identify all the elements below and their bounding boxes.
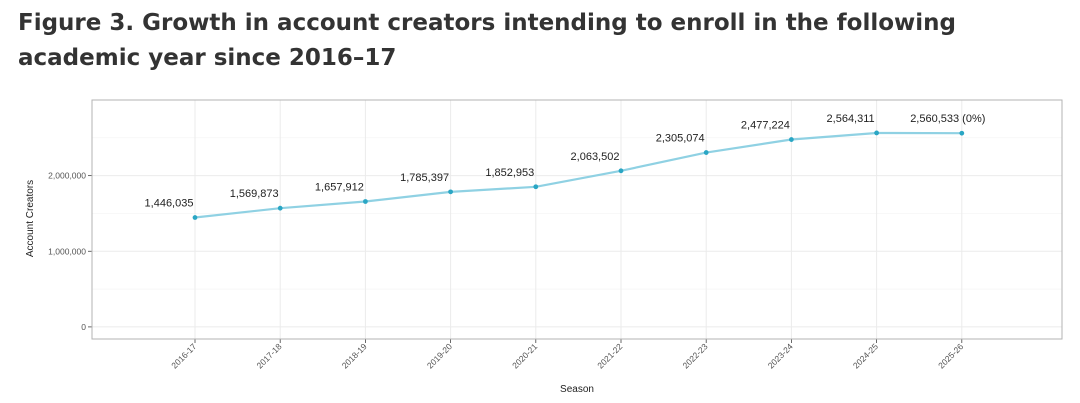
data-point [448,189,453,195]
data-label: 2,560,533 (0%) [910,113,985,125]
y-tick-label: 2,000,000 [48,171,86,181]
data-label: 2,063,502 [571,151,620,163]
panel-border [91,99,1063,340]
data-point [363,199,368,204]
data-label: 2,477,224 [741,120,790,132]
data-point [533,184,539,190]
x-tick-label: 2018-19 [340,341,369,370]
data-point [703,150,709,155]
x-tick-label: 2016-17 [169,341,198,370]
figure-title: Figure 3. Growth in account creators int… [18,10,957,71]
data-point [959,130,965,136]
y-tick-label: 0 [81,322,86,332]
data-point [618,168,624,174]
y-axis-title: Account Creators [25,180,36,257]
y-tick-label: 1,000,000 [48,246,86,256]
data-label: 1,657,912 [315,182,364,194]
x-tick-label: 2024-25 [851,341,880,370]
x-tick-label: 2017-18 [254,341,283,370]
x-tick-label: 2025-26 [936,341,965,370]
series-layer [192,130,965,220]
x-tick-label: 2019-20 [425,341,454,370]
x-tick-label: 2021-22 [595,341,624,370]
series-line [193,131,963,219]
plot-panel [92,100,1062,339]
data-label: 1,852,953 [485,167,534,179]
data-label: 2,305,074 [656,133,705,145]
x-tick-label: 2023-24 [766,341,795,370]
x-tick-label: 2020-21 [510,341,539,370]
data-label: 1,785,397 [400,172,449,184]
data-labels: 1,446,035 1,569,873 1,657,912 1,785,397 1,85… [145,113,986,210]
data-point [874,130,879,136]
data-point [789,137,794,142]
x-tick-label: 2022-23 [680,341,709,370]
data-label: 1,569,873 [230,188,279,200]
data-label: 1,446,035 [145,198,194,210]
data-label: 2,564,311 [827,113,875,125]
data-point [277,205,283,211]
data-point [192,215,198,220]
x-axis-title: Season [560,384,594,395]
